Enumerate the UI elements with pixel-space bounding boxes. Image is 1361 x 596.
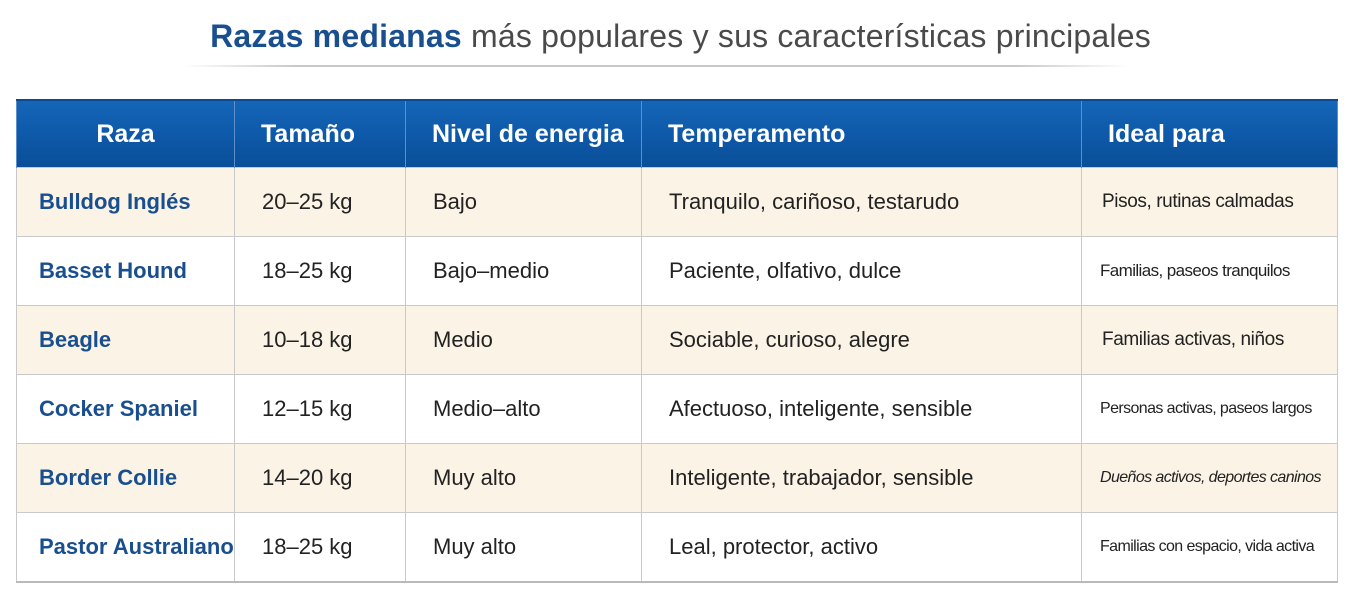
cell-energy: Bajo bbox=[405, 167, 642, 237]
cell-ideal-for: Familias con espacio, vida activa bbox=[1081, 512, 1338, 583]
header-tamano: Tamaño bbox=[234, 99, 406, 168]
title-wrap: Razas medianas más populares y sus carac… bbox=[0, 14, 1361, 58]
cell-breed: Border Collie bbox=[16, 443, 235, 513]
cell-temperament: Sociable, curioso, alegre bbox=[641, 305, 1082, 375]
header-ideal-para: Ideal para bbox=[1081, 99, 1338, 168]
cell-ideal-for: Dueños activos, deportes caninos bbox=[1081, 443, 1338, 513]
cell-energy: Muy alto bbox=[405, 512, 642, 583]
breeds-table: Raza Tamaño Nivel de energia Temperament… bbox=[16, 99, 1338, 583]
cell-size: 10–18 kg bbox=[234, 305, 406, 375]
cell-ideal-for: Personas activas, paseos largos bbox=[1081, 374, 1338, 444]
table-row: Pastor Australiano 18–25 kg Muy alto Lea… bbox=[16, 512, 1338, 583]
title-rest: más populares y sus características prin… bbox=[461, 18, 1151, 54]
cell-ideal-for: Pisos, rutinas calmadas bbox=[1081, 167, 1338, 237]
cell-breed: Beagle bbox=[16, 305, 235, 375]
table-row: Cocker Spaniel 12–15 kg Medio–alto Afect… bbox=[16, 374, 1338, 444]
table-header-row: Raza Tamaño Nivel de energia Temperament… bbox=[16, 99, 1338, 168]
cell-size: 12–15 kg bbox=[234, 374, 406, 444]
cell-temperament: Afectuoso, inteligente, sensible bbox=[641, 374, 1082, 444]
title-highlight: Razas medianas bbox=[210, 18, 462, 54]
cell-temperament: Inteligente, trabajador, sensible bbox=[641, 443, 1082, 513]
cell-breed: Pastor Australiano bbox=[16, 512, 235, 583]
header-nivel-energia: Nivel de energia bbox=[405, 99, 642, 168]
cell-size: 18–25 kg bbox=[234, 512, 406, 583]
cell-size: 14–20 kg bbox=[234, 443, 406, 513]
cell-ideal-for: Familias, paseos tranquilos bbox=[1081, 236, 1338, 306]
table-row: Beagle 10–18 kg Medio Sociable, curioso,… bbox=[16, 305, 1338, 375]
page-title: Razas medianas más populares y sus carac… bbox=[210, 14, 1151, 58]
cell-ideal-for: Familias activas, niños bbox=[1081, 305, 1338, 375]
header-raza: Raza bbox=[16, 99, 235, 168]
cell-energy: Medio bbox=[405, 305, 642, 375]
cell-temperament: Leal, protector, activo bbox=[641, 512, 1082, 583]
cell-size: 20–25 kg bbox=[234, 167, 406, 237]
header-temperamento: Temperamento bbox=[641, 99, 1082, 168]
cell-energy: Muy alto bbox=[405, 443, 642, 513]
cell-breed: Basset Hound bbox=[16, 236, 235, 306]
cell-temperament: Paciente, olfativo, dulce bbox=[641, 236, 1082, 306]
title-divider bbox=[183, 65, 1128, 67]
cell-size: 18–25 kg bbox=[234, 236, 406, 306]
cell-breed: Bulldog Inglés bbox=[16, 167, 235, 237]
cell-energy: Medio–alto bbox=[405, 374, 642, 444]
table-row: Bulldog Inglés 20–25 kg Bajo Tranquilo, … bbox=[16, 167, 1338, 237]
table-row: Border Collie 14–20 kg Muy alto Intelige… bbox=[16, 443, 1338, 513]
table-row: Basset Hound 18–25 kg Bajo–medio Pacient… bbox=[16, 236, 1338, 306]
cell-breed: Cocker Spaniel bbox=[16, 374, 235, 444]
cell-energy: Bajo–medio bbox=[405, 236, 642, 306]
cell-temperament: Tranquilo, cariñoso, testarudo bbox=[641, 167, 1082, 237]
